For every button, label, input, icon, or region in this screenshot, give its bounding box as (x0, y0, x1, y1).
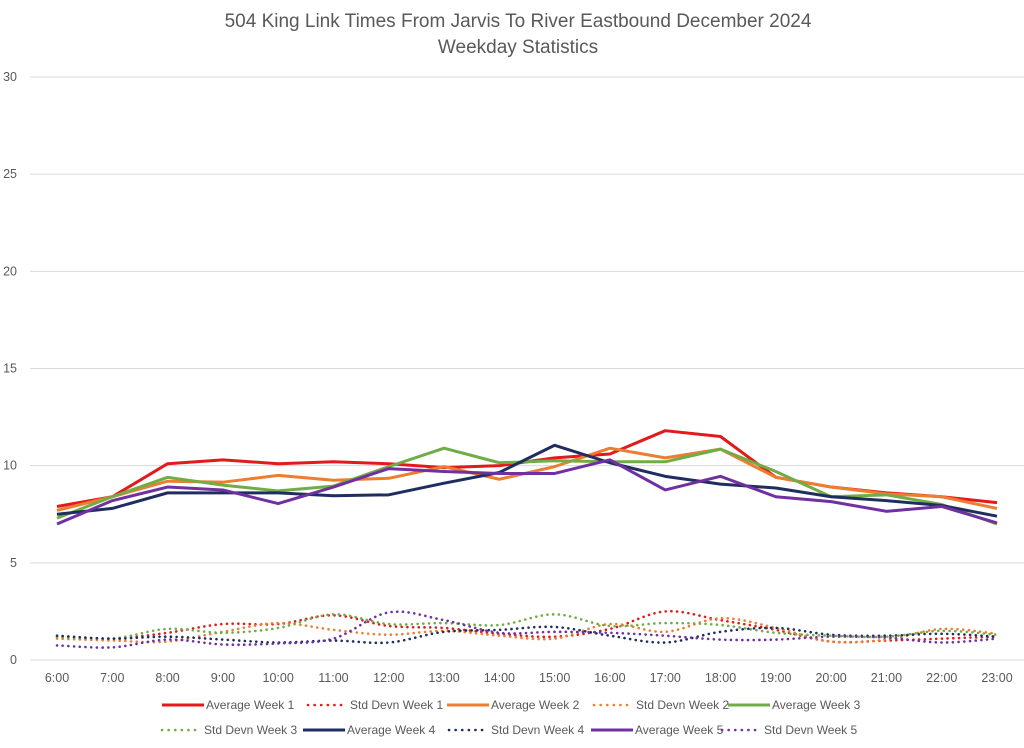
y-tick-label: 20 (3, 264, 17, 278)
legend-label: Std Devn Week 4 (491, 723, 584, 737)
legend-label: Std Devn Week 2 (636, 698, 729, 712)
x-tick-label: 20:00 (815, 671, 846, 685)
x-tick-label: 11:00 (318, 671, 348, 685)
y-tick-label: 5 (10, 556, 17, 570)
series-std-devn-week-5 (55, 610, 999, 649)
series-line (55, 610, 999, 649)
legend-item: Average Week 3 (728, 698, 861, 712)
series-line (55, 609, 999, 644)
legend-item: Std Devn Week 4 (447, 723, 584, 737)
legend-item: Average Week 5 (591, 723, 724, 737)
series-average-week-5 (56, 458, 998, 526)
x-tick-label: 8:00 (155, 671, 179, 685)
series-line (55, 616, 999, 644)
x-tick-label: 6:00 (45, 671, 69, 685)
x-tick-label: 23:00 (981, 671, 1012, 685)
y-tick-label: 10 (3, 459, 17, 473)
x-axis-ticks: 6:00 7:00 8:00 9:00 10:00 11:00 12:00 13:00 14:0… (45, 671, 1013, 685)
x-tick-label: 21:00 (871, 671, 902, 685)
x-tick-label: 22:00 (926, 671, 957, 685)
gridlines (30, 76, 1024, 661)
x-tick-label: 12:00 (373, 671, 404, 685)
y-tick-label: 15 (3, 362, 17, 376)
x-tick-label: 17:00 (650, 671, 681, 685)
x-tick-label: 18:00 (705, 671, 736, 685)
x-tick-label: 13:00 (428, 671, 459, 685)
legend: Average Week 1 Std Devn Week 1 Average Wee… (160, 698, 861, 737)
x-tick-label: 16:00 (594, 671, 625, 685)
legend-label: Average Week 2 (491, 698, 580, 712)
legend-label: Average Week 3 (772, 698, 861, 712)
legend-item: Average Week 4 (303, 723, 436, 737)
series-lines (55, 429, 999, 649)
y-tick-label: 30 (3, 70, 17, 84)
legend-label: Average Week 1 (206, 698, 295, 712)
x-tick-label: 15:00 (539, 671, 570, 685)
legend-item: Std Devn Week 1 (306, 698, 443, 712)
legend-item: Std Devn Week 3 (160, 723, 297, 737)
series-std-devn-week-1 (55, 609, 999, 644)
series-std-devn-week-3 (55, 613, 999, 641)
legend-label: Average Week 4 (347, 723, 436, 737)
legend-label: Std Devn Week 5 (764, 723, 857, 737)
x-tick-label: 19:00 (760, 671, 791, 685)
legend-item: Std Devn Week 2 (592, 698, 729, 712)
legend-label: Average Week 5 (635, 723, 724, 737)
x-tick-label: 7:00 (100, 671, 124, 685)
series-line (56, 458, 998, 526)
x-tick-label: 9:00 (211, 671, 235, 685)
x-tick-label: 14:00 (484, 671, 515, 685)
chart-title: 504 King Link Times From Jarvis To River… (225, 11, 812, 32)
legend-item: Std Devn Week 5 (720, 723, 857, 737)
series-std-devn-week-2 (55, 616, 999, 644)
legend-item: Average Week 2 (447, 698, 580, 712)
legend-label: Std Devn Week 3 (204, 723, 297, 737)
x-tick-label: 10:00 (263, 671, 294, 685)
legend-item: Average Week 1 (162, 698, 295, 712)
y-tick-label: 0 (10, 653, 17, 667)
legend-label: Std Devn Week 1 (350, 698, 443, 712)
series-line (55, 613, 999, 641)
chart-subtitle: Weekday Statistics (438, 37, 598, 58)
y-tick-label: 25 (3, 167, 17, 181)
series-average-week-4 (56, 443, 998, 518)
series-line (56, 443, 998, 518)
y-axis-ticks: 0 5 10 15 20 25 30 (3, 70, 17, 667)
